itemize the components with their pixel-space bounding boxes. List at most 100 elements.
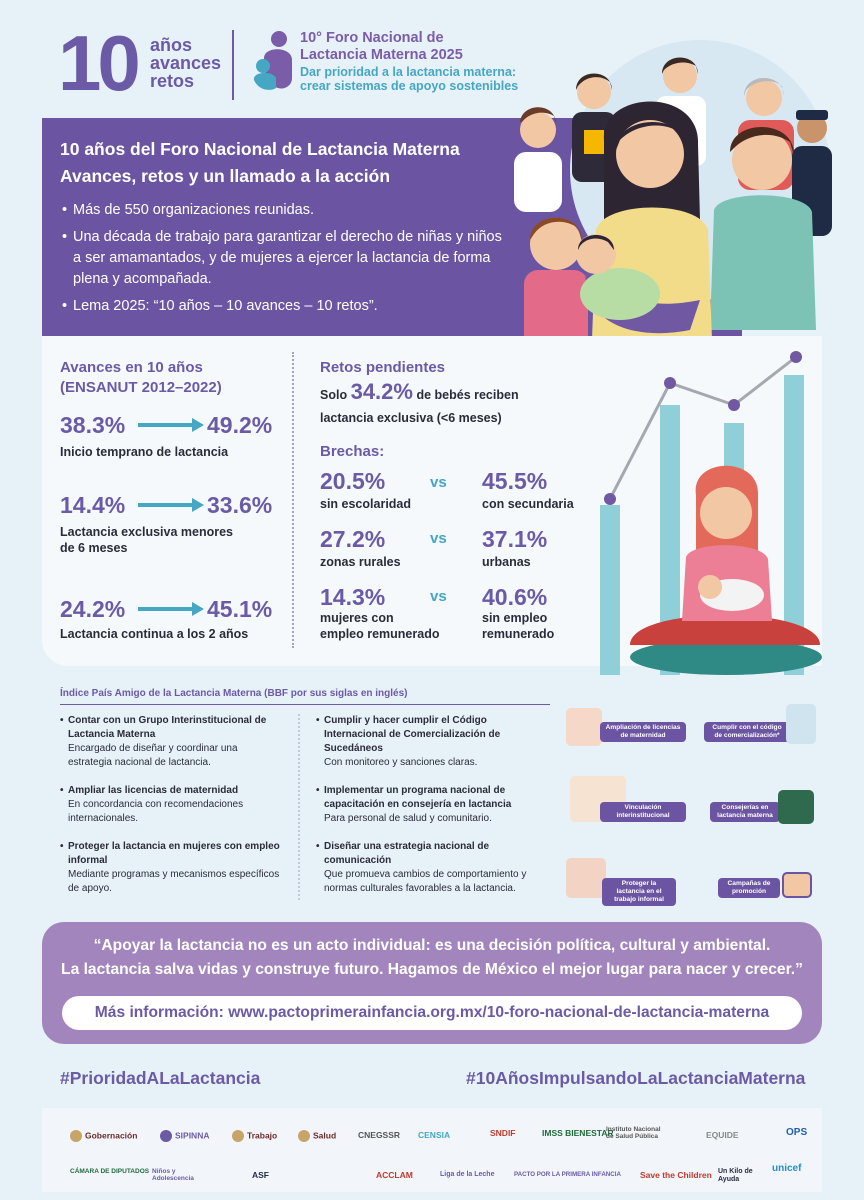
- bbf-item-head: Diseñar una estrategia nacional de comun…: [324, 841, 490, 866]
- advance-3-label: Lactancia continua a los 2 años: [60, 627, 249, 641]
- logo-text: Trabajo: [247, 1130, 278, 1141]
- logo-equide: EQUIDE: [706, 1130, 739, 1140]
- pill-informal-work: Proteger la lactancia en el trabajo info…: [602, 878, 676, 906]
- logo-asf: ASF: [252, 1170, 269, 1180]
- gap-3-left-label: mujeres con empleo remunerado: [320, 611, 440, 641]
- advance-3-to: 45.1%: [207, 596, 273, 622]
- chart-line-decoration: [608, 355, 797, 500]
- bbf-item-body: En concordancia con recomendaciones inte…: [68, 799, 244, 824]
- bbf-item: Diseñar una estrategia nacional de comun…: [316, 840, 544, 896]
- solo-value: 34.2%: [350, 379, 413, 404]
- bbf-item-body: Encargado de diseñar y coordinar una est…: [68, 743, 238, 768]
- logo-pacto-primera-infancia: PACTO POR LA PRIMERA INFANCIA: [514, 1171, 621, 1178]
- forum-title-line-2: Lactancia Materna 2025: [300, 47, 463, 63]
- bbf-item-head: Implementar un programa nacional de capa…: [324, 785, 512, 810]
- header-divider: [232, 30, 234, 100]
- gap-2-right-label: urbanas: [482, 555, 531, 569]
- chart-bar-decoration: [784, 375, 804, 675]
- forum-subtitle-line-1: Dar prioridad a la lactancia materna:: [300, 65, 517, 79]
- intro-bullet: Lema 2025: “10 años – 10 avances – 10 re…: [62, 296, 512, 317]
- solo-prefix: Solo: [320, 388, 348, 402]
- chart-point-decoration: [604, 493, 616, 505]
- logo-ninos-adolescencia: Niños y Adolescencia: [152, 1168, 194, 1182]
- quote-line-2: La lactancia salva vidas y construye fut…: [61, 961, 803, 978]
- forum-title: 10° Foro Nacional de Lactancia Materna 2…: [300, 30, 463, 64]
- gap-1-right-label: con secundaria: [482, 497, 574, 511]
- advances-source: (ENSANUT 2012–2022): [60, 379, 222, 396]
- hashtag-ten-years[interactable]: #10AñosImpulsandoLaLactanciaMaterna: [466, 1068, 806, 1088]
- pill-interinstitutional: Vinculación interinstitucional: [600, 802, 686, 822]
- gap-3-right-value: 40.6%: [482, 584, 548, 610]
- logo-save-children: Save the Children: [640, 1170, 712, 1180]
- intro-title: 10 años del Foro Nacional de Lactancia M…: [60, 136, 460, 190]
- child-figure: [524, 217, 588, 350]
- logo-acclam: ACCLAM: [376, 1170, 413, 1180]
- advance-1-label: Inicio temprano de lactancia: [60, 445, 229, 459]
- bbf-item-body: Que promueva cambios de comportamiento y…: [324, 869, 527, 894]
- logo-text: Salud: [313, 1130, 337, 1141]
- chart-bar-decoration: [600, 505, 620, 675]
- baby-figure: [576, 234, 660, 320]
- advance-1-from: 38.3%: [60, 412, 126, 438]
- logo-cnegssr: CNEGSSR: [358, 1130, 401, 1140]
- arrow-right-icon: [138, 602, 204, 616]
- pill-counseling: Consejerías en lactancia materna: [710, 802, 780, 822]
- bbf-item-head: Contar con un Grupo Interinstitucional d…: [68, 715, 267, 740]
- gaps-heading: Brechas:: [320, 443, 385, 460]
- logo-text: Gobernación: [85, 1130, 138, 1141]
- advances-heading: Avances en 10 años (ENSANUT 2012–2022): [60, 358, 222, 398]
- bbf-item: Proteger la lactancia en mujeres con emp…: [60, 840, 282, 896]
- seal-icon: [298, 1130, 310, 1142]
- gap-3-left-value: 14.3%: [320, 584, 386, 610]
- quote-text: “Apoyar la lactancia no es un acto indiv…: [42, 934, 822, 982]
- solo-suffix: de bebés reciben: [416, 388, 519, 402]
- logo-gobernacion: Gobernación: [70, 1130, 137, 1142]
- partner-logos: [42, 1108, 822, 1192]
- intro-bullet: Una década de trabajo para garantizar el…: [62, 227, 512, 290]
- gap-3-vs: vs: [430, 588, 447, 605]
- bbf-item-body: Con monitoreo y sanciones claras.: [324, 757, 478, 768]
- logo-sipinna: SIPINNA: [160, 1130, 209, 1142]
- seal-icon: [70, 1130, 82, 1142]
- gap-1-left-value: 20.5%: [320, 468, 386, 494]
- gap-1-right-value: 45.5%: [482, 468, 548, 494]
- pill-code-compliance: Cumplir con el código de comercializació…: [704, 722, 790, 742]
- arrow-right-icon: [138, 418, 204, 432]
- nursing-mother-figure: [630, 465, 822, 675]
- advance-2-from: 14.4%: [60, 492, 126, 518]
- advance-3-from: 24.2%: [60, 596, 126, 622]
- bbf-left-column: Contar con un Grupo Interinstitucional d…: [60, 714, 282, 910]
- logo-unicef: unicef: [772, 1163, 802, 1174]
- campaigns-illustration: [782, 872, 812, 898]
- more-info-link[interactable]: Más información: www.pactoprimerainfanci…: [62, 996, 802, 1030]
- bbf-item: Cumplir y hacer cumplir el Código Intern…: [316, 714, 544, 770]
- advance-1-to: 49.2%: [207, 412, 273, 438]
- stats-divider: [292, 352, 294, 648]
- gap-2-right-value: 37.1%: [482, 526, 548, 552]
- logo-imss-bienestar: IMSS BIENESTAR: [542, 1128, 614, 1138]
- seal-icon: [160, 1130, 172, 1142]
- logo-salud: Salud: [298, 1130, 336, 1142]
- maternity-leave-illustration: [566, 708, 602, 746]
- forum-logo-icon: [253, 31, 292, 90]
- pill-maternity-leave: Ampliación de licencias de maternidad: [600, 722, 686, 742]
- logo-ops: OPS: [786, 1127, 808, 1138]
- logo-trabajo: Trabajo: [232, 1130, 277, 1142]
- tagline-line-1: años: [150, 35, 193, 55]
- logo-censia: CENSIA: [418, 1130, 451, 1140]
- gap-1-vs: vs: [430, 474, 447, 491]
- bbf-item: Implementar un programa nacional de capa…: [316, 784, 544, 826]
- arrow-right-icon: [138, 498, 204, 512]
- nurse-figure: [514, 107, 562, 212]
- forum-title-line-1: 10° Foro Nacional de: [300, 30, 444, 46]
- advances-title: Avances en 10 años: [60, 359, 203, 376]
- logo-text: SIPINNA: [175, 1130, 210, 1141]
- tagline-line-3: retos: [150, 71, 195, 91]
- hashtag-priority[interactable]: #PrioridadALaLactancia: [60, 1068, 261, 1088]
- big-ten-number: 10: [58, 19, 141, 107]
- gap-3-right-label: sin empleo remunerado: [482, 611, 555, 641]
- bbf-item-head: Ampliar las licencias de maternidad: [68, 785, 239, 796]
- chart-point-decoration: [664, 377, 676, 389]
- chart-point-decoration: [790, 351, 802, 363]
- counseling-illustration: [778, 790, 814, 824]
